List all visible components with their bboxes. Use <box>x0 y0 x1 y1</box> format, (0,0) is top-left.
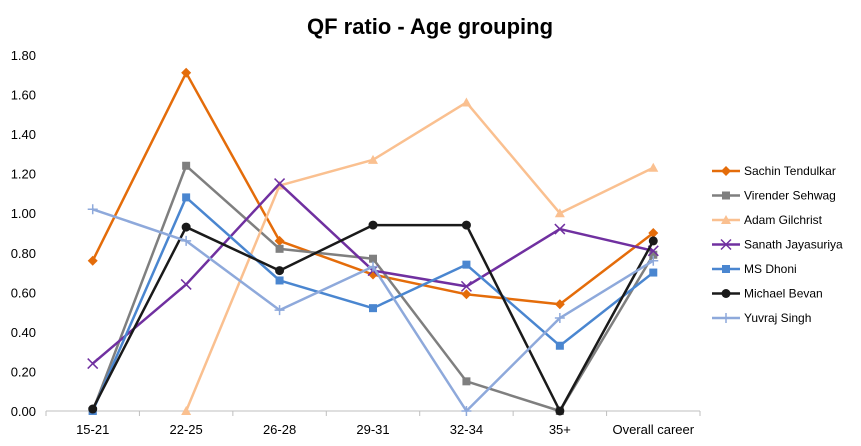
plot-area <box>87 67 659 416</box>
legend-label: Yuvraj Singh <box>744 311 811 325</box>
legend-label: Virender Sehwag <box>744 189 836 203</box>
data-point <box>554 299 565 310</box>
legend-label: Sanath Jayasuriya <box>744 238 843 252</box>
y-tick-label: 1.60 <box>11 88 36 103</box>
data-point <box>648 255 659 266</box>
data-point <box>369 254 377 263</box>
data-point <box>462 260 471 269</box>
series-michael-bevan <box>88 220 658 416</box>
data-point <box>275 244 284 253</box>
x-tick-label: 29-31 <box>356 422 389 437</box>
x-tick-label: 32-34 <box>450 422 483 437</box>
y-tick-label: 1.40 <box>11 127 36 142</box>
y-tick-label: 1.20 <box>11 167 36 182</box>
y-tick-label: 1.00 <box>11 206 36 221</box>
data-point <box>462 377 471 386</box>
series-virender-sehwag <box>88 161 658 415</box>
data-point <box>87 255 98 266</box>
legend-item: Virender Sehwag <box>712 189 836 203</box>
data-point <box>554 223 566 235</box>
data-point <box>461 220 471 230</box>
data-point <box>182 193 191 202</box>
series-sachin-tendulkar <box>87 67 659 310</box>
data-point <box>88 404 98 414</box>
legend-item: Yuvraj Singh <box>712 311 811 325</box>
legend-item: Michael Bevan <box>712 287 823 301</box>
legend-swatch-marker <box>721 313 731 323</box>
y-tick-label: 0.60 <box>11 285 36 300</box>
x-tick-label: 15-21 <box>76 422 109 437</box>
data-point <box>274 305 285 316</box>
data-point <box>181 67 192 78</box>
series-yuvraj-singh <box>87 204 659 416</box>
legend: Sachin Tendulkar Virender Sehwag Adam Gilc… <box>712 164 843 325</box>
legend-swatch-marker <box>721 166 731 176</box>
series-ms-dhoni <box>88 193 658 415</box>
series-line <box>91 164 655 413</box>
data-point <box>554 313 565 324</box>
legend-label: Michael Bevan <box>744 287 823 301</box>
x-tick-label: 22-25 <box>170 422 203 437</box>
legend-label: MS Dhoni <box>744 262 797 276</box>
data-point <box>368 154 378 164</box>
data-point <box>461 97 472 107</box>
legend-label: Sachin Tendulkar <box>744 164 836 178</box>
legend-item: Adam Gilchrist <box>712 213 823 227</box>
y-tick-label: 0.40 <box>11 325 36 340</box>
data-point <box>649 268 658 277</box>
data-point <box>87 358 99 370</box>
data-point <box>369 304 377 313</box>
y-tick-label: 0.20 <box>11 364 36 379</box>
data-point <box>180 278 192 290</box>
data-point <box>460 280 472 292</box>
y-tick-label: 0.80 <box>11 246 36 261</box>
x-tick-label: 26-28 <box>263 422 296 437</box>
legend-swatch-marker <box>720 238 732 251</box>
data-point <box>275 266 285 276</box>
data-point <box>87 204 98 215</box>
data-point <box>461 406 472 416</box>
y-tick-label: 0.00 <box>11 404 36 419</box>
data-point <box>555 341 564 350</box>
data-point <box>648 162 659 172</box>
data-point <box>275 276 284 285</box>
data-point <box>181 222 191 232</box>
legend-item: MS Dhoni <box>712 262 797 276</box>
series-line <box>184 101 654 412</box>
data-point <box>182 161 191 170</box>
data-point <box>368 220 378 230</box>
legend-label: Adam Gilchrist <box>744 213 823 227</box>
legend-swatch-marker <box>721 289 731 298</box>
legend-swatch-marker <box>722 191 730 200</box>
axes: 15-21 22-25 26-28 29-31 32-34 35+ Overall care… <box>11 48 701 437</box>
y-tick-label: 1.80 <box>11 48 36 63</box>
data-point <box>648 228 659 238</box>
data-point <box>274 178 286 190</box>
chart-title: QF ratio - Age grouping <box>307 14 553 39</box>
legend-swatch-marker <box>721 215 731 224</box>
data-point <box>181 406 192 415</box>
data-point <box>181 235 192 246</box>
x-tick-label: 35+ <box>549 422 571 437</box>
series-line <box>91 223 655 413</box>
data-point <box>274 235 285 246</box>
data-point <box>368 261 378 272</box>
legend-item: Sachin Tendulkar <box>712 164 836 178</box>
legend-item: Sanath Jayasuriya <box>712 238 843 252</box>
legend-swatch-marker <box>722 265 730 273</box>
data-point <box>461 289 472 300</box>
data-point <box>648 236 658 246</box>
data-point <box>554 208 565 218</box>
data-point <box>555 406 565 416</box>
x-tick-label: Overall career <box>612 422 694 437</box>
data-point <box>649 250 658 259</box>
